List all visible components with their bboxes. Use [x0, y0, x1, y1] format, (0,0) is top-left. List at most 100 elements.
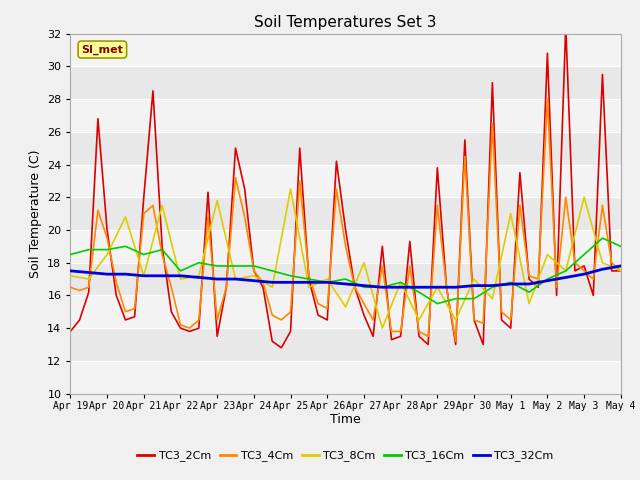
- TC3_32Cm: [103, 271, 111, 277]
- TC3_8Cm: [452, 317, 460, 323]
- TC3_8Cm: [140, 273, 148, 279]
- TC3_32Cm: [562, 275, 570, 280]
- TC3_16Cm: [140, 252, 148, 257]
- TC3_16Cm: [452, 296, 460, 301]
- Line: TC3_16Cm: TC3_16Cm: [70, 238, 621, 304]
- TC3_16Cm: [342, 276, 349, 282]
- TC3_32Cm: [543, 278, 551, 284]
- TC3_8Cm: [250, 273, 258, 279]
- TC3_32Cm: [507, 281, 515, 287]
- TC3_2Cm: [406, 239, 413, 244]
- TC3_16Cm: [287, 273, 294, 279]
- TC3_4Cm: [259, 279, 267, 285]
- TC3_32Cm: [67, 268, 74, 274]
- TC3_8Cm: [525, 300, 533, 307]
- TC3_32Cm: [488, 283, 496, 288]
- Line: TC3_2Cm: TC3_2Cm: [70, 25, 621, 348]
- TC3_4Cm: [543, 96, 551, 102]
- Title: Soil Temperatures Set 3: Soil Temperatures Set 3: [254, 15, 437, 30]
- TC3_32Cm: [85, 270, 93, 276]
- TC3_32Cm: [360, 283, 368, 288]
- TC3_8Cm: [617, 268, 625, 274]
- Bar: [70, 165, 621, 197]
- TC3_32Cm: [213, 276, 221, 282]
- TC3_16Cm: [415, 289, 423, 295]
- TC3_16Cm: [525, 289, 533, 295]
- TC3_8Cm: [305, 284, 313, 290]
- TC3_32Cm: [580, 271, 588, 277]
- TC3_4Cm: [397, 328, 404, 334]
- Legend: TC3_2Cm, TC3_4Cm, TC3_8Cm, TC3_16Cm, TC3_32Cm: TC3_2Cm, TC3_4Cm, TC3_8Cm, TC3_16Cm, TC3…: [133, 446, 558, 466]
- TC3_8Cm: [232, 276, 239, 282]
- TC3_4Cm: [360, 300, 368, 307]
- TC3_2Cm: [562, 23, 570, 28]
- TC3_16Cm: [598, 235, 606, 241]
- Y-axis label: Soil Temperature (C): Soil Temperature (C): [29, 149, 42, 278]
- TC3_32Cm: [452, 284, 460, 290]
- TC3_2Cm: [259, 284, 267, 290]
- TC3_16Cm: [562, 268, 570, 274]
- Bar: [70, 34, 621, 66]
- TC3_8Cm: [195, 273, 203, 279]
- TC3_4Cm: [195, 317, 203, 323]
- TC3_4Cm: [617, 268, 625, 274]
- TC3_2Cm: [177, 325, 184, 331]
- TC3_2Cm: [369, 334, 377, 339]
- TC3_8Cm: [177, 276, 184, 282]
- TC3_16Cm: [323, 279, 331, 285]
- TC3_32Cm: [268, 279, 276, 285]
- TC3_32Cm: [598, 266, 606, 272]
- TC3_16Cm: [488, 284, 496, 290]
- TC3_32Cm: [287, 279, 294, 285]
- TC3_8Cm: [85, 276, 93, 282]
- TC3_8Cm: [158, 203, 166, 208]
- TC3_32Cm: [378, 284, 386, 290]
- TC3_16Cm: [103, 247, 111, 252]
- TC3_32Cm: [525, 281, 533, 287]
- TC3_4Cm: [177, 322, 184, 328]
- TC3_2Cm: [553, 292, 561, 298]
- TC3_16Cm: [177, 268, 184, 274]
- TC3_32Cm: [250, 278, 258, 284]
- Bar: [70, 230, 621, 263]
- TC3_32Cm: [140, 273, 148, 279]
- TC3_2Cm: [67, 328, 74, 334]
- TC3_8Cm: [360, 260, 368, 265]
- TC3_16Cm: [232, 263, 239, 269]
- TC3_8Cm: [433, 284, 441, 290]
- Bar: [70, 295, 621, 328]
- TC3_8Cm: [415, 317, 423, 323]
- TC3_16Cm: [617, 243, 625, 249]
- TC3_32Cm: [122, 271, 129, 277]
- TC3_32Cm: [232, 276, 239, 282]
- TC3_8Cm: [103, 252, 111, 257]
- TC3_16Cm: [305, 276, 313, 282]
- Bar: [70, 361, 621, 394]
- TC3_32Cm: [158, 273, 166, 279]
- TC3_8Cm: [122, 214, 129, 220]
- TC3_16Cm: [580, 252, 588, 257]
- TC3_8Cm: [287, 186, 294, 192]
- TC3_16Cm: [433, 300, 441, 307]
- TC3_4Cm: [452, 338, 460, 344]
- TC3_8Cm: [268, 284, 276, 290]
- TC3_32Cm: [433, 284, 441, 290]
- TC3_16Cm: [397, 279, 404, 285]
- TC3_32Cm: [305, 279, 313, 285]
- TC3_8Cm: [580, 194, 588, 200]
- TC3_32Cm: [415, 284, 423, 290]
- TC3_16Cm: [470, 296, 478, 301]
- TC3_8Cm: [378, 325, 386, 331]
- Line: TC3_32Cm: TC3_32Cm: [70, 266, 621, 287]
- TC3_32Cm: [195, 275, 203, 280]
- TC3_16Cm: [213, 263, 221, 269]
- TC3_16Cm: [360, 284, 368, 290]
- TC3_8Cm: [507, 211, 515, 216]
- TC3_32Cm: [177, 273, 184, 279]
- TC3_8Cm: [342, 304, 349, 310]
- TC3_16Cm: [250, 263, 258, 269]
- TC3_32Cm: [342, 281, 349, 287]
- TC3_32Cm: [617, 263, 625, 269]
- Line: TC3_4Cm: TC3_4Cm: [70, 99, 621, 341]
- TC3_4Cm: [562, 194, 570, 200]
